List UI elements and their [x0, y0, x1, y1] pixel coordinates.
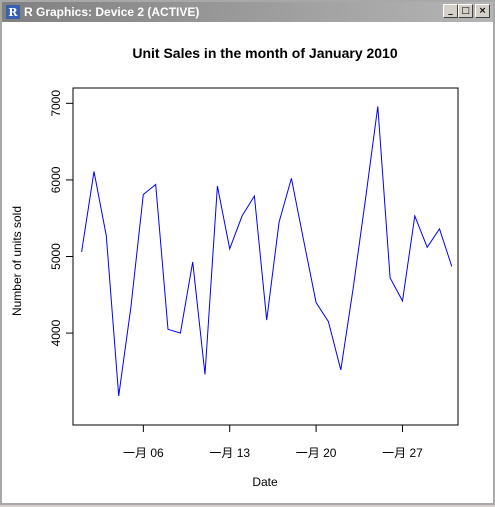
minimize-button[interactable]: _: [443, 4, 458, 18]
title-bar[interactable]: R R Graphics: Device 2 (ACTIVE) _ □ ×: [2, 2, 493, 22]
r-app-icon: R: [6, 5, 20, 19]
plot-frame: [73, 88, 458, 425]
line-chart: Unit Sales in the month of January 2010 …: [2, 22, 493, 503]
y-axis-label: Number of units sold: [10, 206, 24, 316]
x-tick-label: 一月 20: [296, 446, 337, 460]
y-tick-label: 7000: [49, 90, 63, 117]
axes: 一月 06 一月 13 一月 20 一月 27 4000 5000 6000 7000: [49, 90, 423, 460]
x-tick-label: 一月 27: [382, 446, 423, 460]
window-controls: _ □ ×: [443, 4, 490, 18]
y-tick-label: 6000: [49, 166, 63, 193]
series-line: [82, 106, 452, 396]
maximize-button[interactable]: □: [458, 4, 473, 18]
window-title: R Graphics: Device 2 (ACTIVE): [24, 5, 199, 19]
close-button[interactable]: ×: [475, 4, 490, 18]
x-axis-label: Date: [252, 475, 278, 489]
x-tick-label: 一月 13: [209, 446, 250, 460]
plot-canvas: Unit Sales in the month of January 2010 …: [2, 22, 493, 503]
y-tick-label: 4000: [49, 319, 63, 346]
series-group: [82, 106, 452, 396]
y-tick-label: 5000: [49, 243, 63, 270]
x-tick-label: 一月 06: [123, 446, 164, 460]
chart-title: Unit Sales in the month of January 2010: [132, 45, 398, 61]
